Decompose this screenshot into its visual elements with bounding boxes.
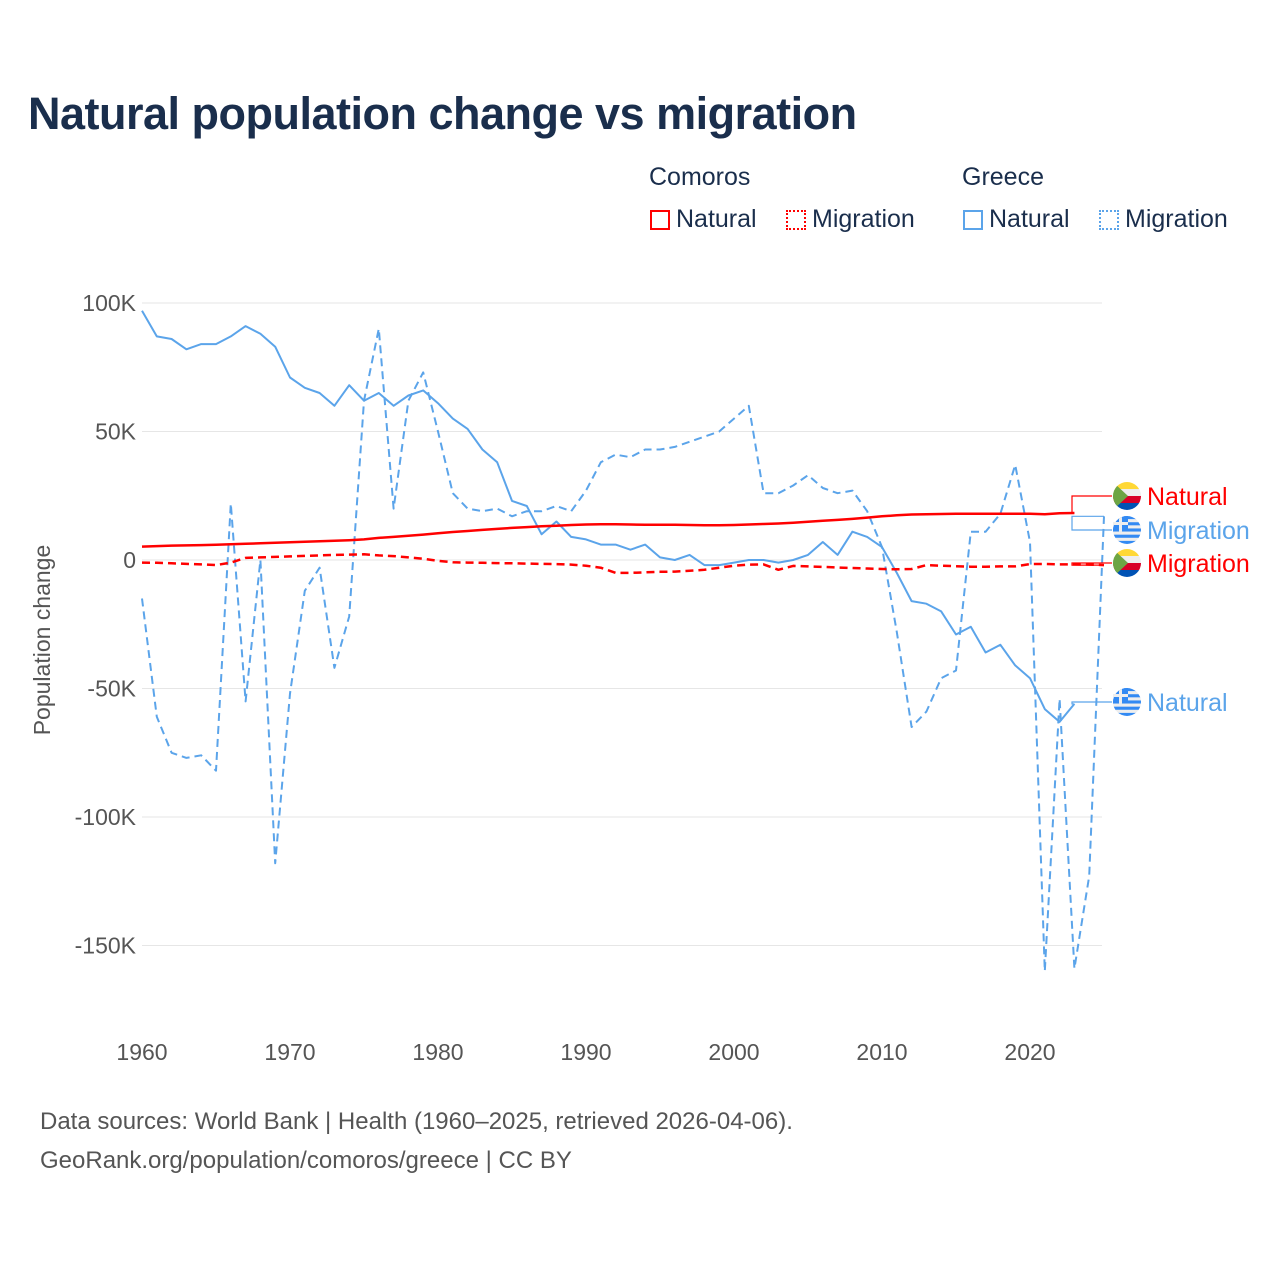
greece-flag-icon [1113,688,1141,716]
series-end-label: Migration [1147,550,1250,578]
x-tick-label: 2010 [856,1039,907,1065]
legend-swatch-solid [963,209,983,230]
footer-sources: Data sources: World Bank | Health (1960–… [40,1108,793,1135]
x-tick-label: 1960 [116,1039,167,1065]
series-end-label: Natural [1147,689,1228,717]
chart-title: Natural population change vs migration [28,88,857,139]
legend-label: Migration [1125,205,1228,233]
x-tick-label: 1990 [560,1039,611,1065]
y-tick-label: 0 [123,547,136,573]
line-chart: 100K 50K 0 -50K -100K -150K 1960 1970 1980 1990 20… [29,290,1250,1065]
y-tick-label: -100K [75,804,137,830]
label-connector [1071,701,1112,705]
label-connector [1071,515,1112,531]
y-tick-label: 50K [95,419,137,445]
series-line-comoros-migration [141,553,1105,575]
comoros-flag-icon [1113,482,1141,510]
legend-group-greece: Greece [962,163,1044,191]
label-connector [1071,562,1112,566]
x-tick-label: 2000 [708,1039,759,1065]
comoros-flag-icon [1113,549,1141,577]
x-tick-label: 1980 [412,1039,463,1065]
legend-swatch-dotted [1099,209,1119,230]
series-line-greece-migration [141,327,1105,973]
series-line-greece-natural [141,310,1076,723]
legend-label: Natural [989,205,1070,233]
legend-label: Migration [812,205,915,233]
greece-flag-icon [1113,516,1141,544]
series-line-comoros-natural [141,511,1075,548]
label-connector [1071,495,1112,514]
legend-label: Natural [676,205,757,233]
x-tick-label: 2020 [1004,1039,1055,1065]
legend-greece-migration[interactable]: Migration [1099,205,1228,234]
y-tick-label: -150K [75,933,137,959]
y-tick-label: 100K [82,290,136,316]
legend-greece-natural[interactable]: Natural [963,205,1070,234]
x-tick-label: 1970 [264,1039,315,1065]
y-axis-label: Population change [29,545,55,736]
y-tick-label: -50K [87,676,136,702]
legend-group-comoros: Comoros [649,163,751,191]
legend-comoros-migration[interactable]: Migration [786,205,915,234]
series-end-label: Migration [1147,517,1250,545]
legend-comoros-natural[interactable]: Natural [650,205,757,234]
series-end-label: Natural [1147,483,1228,511]
footer-link[interactable]: GeoRank.org/population/comoros/greece | … [40,1147,572,1174]
legend-swatch-dotted [786,209,806,230]
legend-swatch-solid [650,209,670,230]
